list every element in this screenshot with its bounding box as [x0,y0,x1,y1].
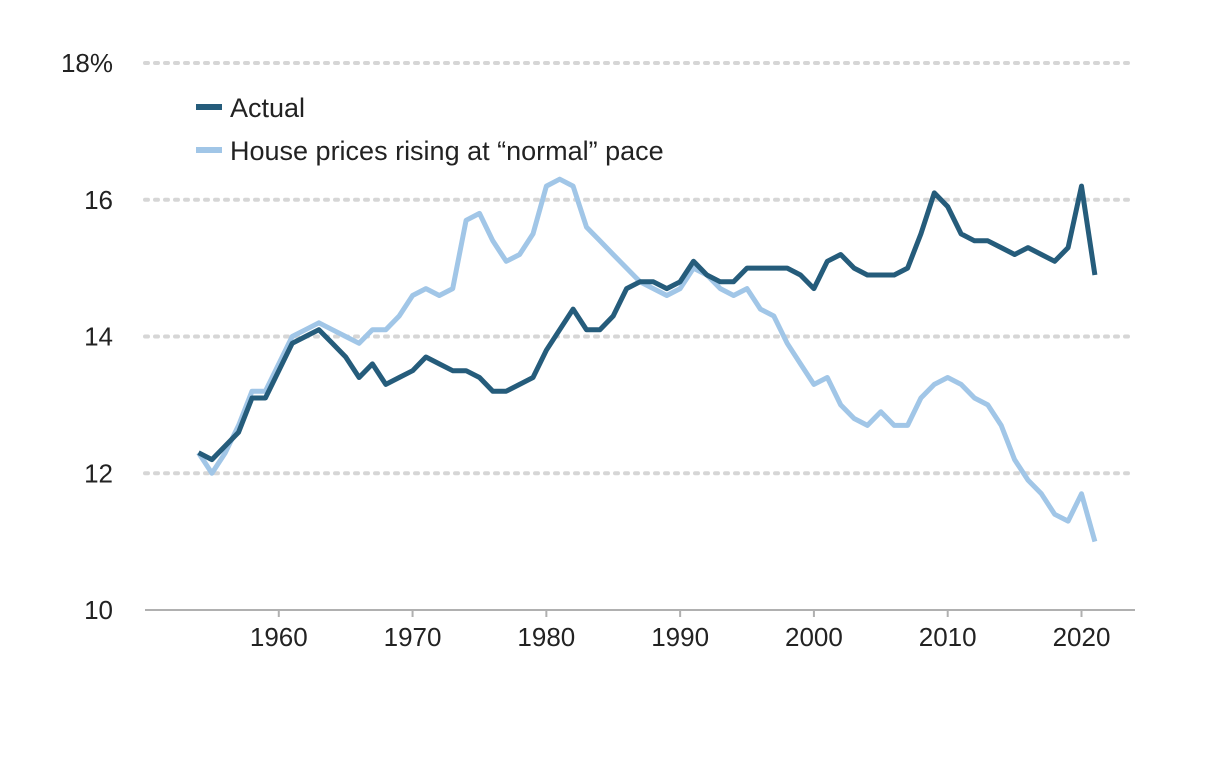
series-line-actual [197,183,1098,463]
legend-label-actual: Actual [230,93,305,123]
x-tick-label-1960: 1960 [250,622,308,652]
x-tick-label-2000: 2000 [785,622,843,652]
x-tick-label-1970: 1970 [384,622,442,652]
series-line-normal-pace [196,176,1098,543]
gridlines [143,61,1137,476]
y-tick-label-14: 14 [84,322,113,352]
y-tick-label-18: 18% [61,48,113,78]
x-tick-label-2010: 2010 [919,622,977,652]
x-tick-label-1980: 1980 [517,622,575,652]
y-axis-tick-labels: 10 12 14 16 18% [61,48,113,625]
y-tick-label-10: 10 [84,595,113,625]
legend-label-normal-pace: House prices rising at “normal” pace [230,136,664,166]
y-tick-label-16: 16 [84,185,113,215]
x-tick-label-1990: 1990 [651,622,709,652]
x-axis-tick-labels: 1960 1970 1980 1990 2000 2010 2020 [250,622,1111,652]
series-lines [196,176,1098,543]
x-axis [145,609,1135,617]
x-tick-label-2020: 2020 [1053,622,1111,652]
legend: Actual House prices rising at “normal” p… [196,93,664,166]
y-tick-label-12: 12 [84,458,113,488]
